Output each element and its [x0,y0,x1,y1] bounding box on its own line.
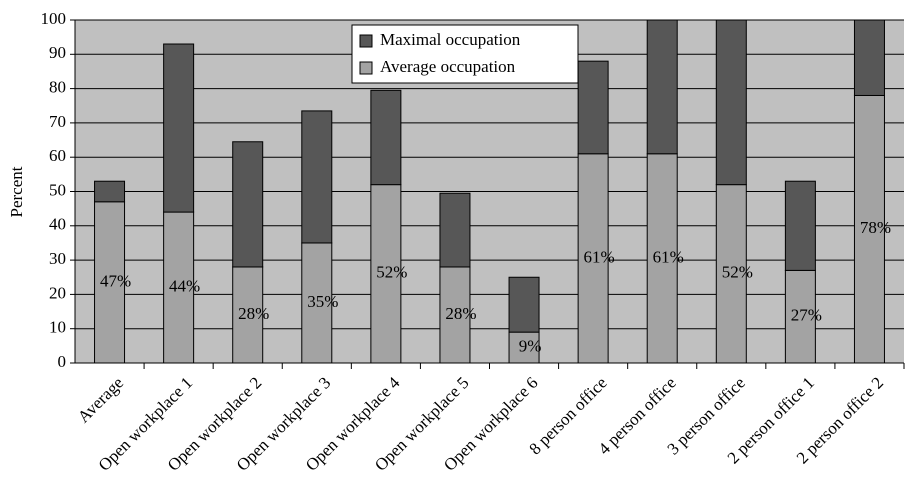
y-tick-label: 90 [49,43,66,62]
bar-segment [94,180,126,203]
value-label: 27% [791,306,822,325]
y-tick-label: 40 [49,215,66,234]
legend-label: Average occupation [380,57,516,76]
value-label: 35% [307,292,338,311]
bar-segment [577,60,609,155]
value-label: 52% [722,263,753,282]
value-label: 47% [100,271,131,290]
bar-segment [646,19,678,155]
bar-segment [508,276,540,333]
bar-segment [232,141,264,268]
bar-segment [301,110,333,244]
value-label: 61% [653,247,684,266]
y-tick-label: 0 [58,352,67,371]
bar-segment [163,211,195,364]
value-label: 61% [584,247,615,266]
value-label: 9% [519,336,542,355]
value-label: 28% [445,304,476,323]
value-label: 44% [169,276,200,295]
y-tick-label: 100 [41,9,67,28]
value-label: 52% [376,263,407,282]
bar-segment [715,19,747,186]
x-tick-label: Average [74,373,127,426]
legend-swatch [359,34,373,48]
legend-swatch [359,61,373,75]
value-label: 28% [238,304,269,323]
bar-segment [853,19,885,96]
bar-segment [163,43,195,213]
bar-segment [370,184,402,364]
bar-segment [439,266,471,364]
legend-box [351,24,579,84]
bar-segment [94,201,126,364]
bar-segment [784,180,816,271]
bar-segment [301,242,333,364]
value-label: 78% [860,218,891,237]
y-tick-label: 20 [49,283,66,302]
legend-label: Maximal occupation [380,30,521,49]
y-tick-label: 80 [49,78,66,97]
bar-segment [370,89,402,186]
bar-segment [784,269,816,364]
y-tick-label: 70 [49,112,66,131]
bar-segment [439,192,471,268]
y-tick-label: 50 [49,180,66,199]
bar-segment [577,153,609,364]
y-tick-label: 10 [49,318,66,337]
y-tick-label: 60 [49,146,66,165]
y-axis-label: Percent [7,166,26,217]
y-tick-label: 30 [49,249,66,268]
bar-segment [646,153,678,364]
